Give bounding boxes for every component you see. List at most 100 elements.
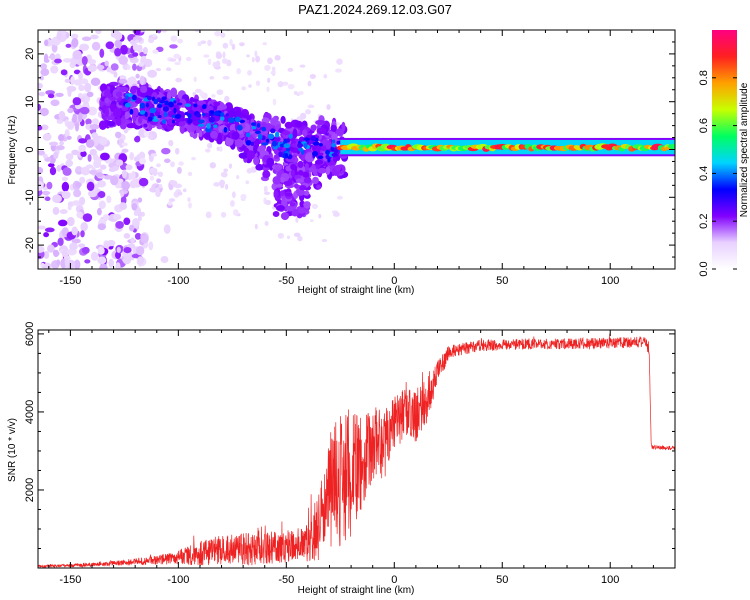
snr-frame — [37, 329, 676, 569]
spectrogram-cell — [222, 75, 230, 80]
spectrogram-cell — [93, 159, 102, 169]
snr-y-ticks: 2000 4000 6000 — [24, 322, 675, 549]
spectrogram-x-tick-label: 100 — [601, 275, 619, 287]
spectrogram-cell — [145, 102, 150, 108]
spectrogram-cell — [97, 223, 106, 231]
spectrogram-cell — [163, 158, 171, 164]
spectrogram-cell — [137, 256, 144, 265]
spectrogram-cell — [144, 111, 148, 117]
spectrogram-cell — [186, 118, 193, 124]
spectrogram-cell — [152, 170, 158, 177]
spectrogram-cell — [97, 256, 107, 265]
spectrogram-cell — [53, 151, 59, 160]
spectrogram-cell — [78, 112, 83, 123]
spectrogram-cell — [98, 200, 106, 210]
spectrogram-cell — [228, 117, 235, 123]
spectrogram-cell — [273, 149, 280, 155]
spectrogram-cell — [315, 119, 326, 126]
spectrogram-cell — [231, 43, 236, 51]
spectrogram-cell — [157, 114, 162, 119]
spectrogram-cell — [106, 66, 112, 73]
spectrogram-cell — [38, 82, 43, 89]
spectrogram-cell — [240, 193, 247, 200]
spectrogram-cell — [61, 181, 70, 192]
spectrogram-cell — [224, 95, 230, 103]
spectrogram-cell — [71, 33, 79, 40]
spectrogram-cell — [106, 195, 112, 204]
spectrogram-cell — [147, 134, 154, 140]
spectrogram-cell — [168, 101, 174, 108]
spectrogram-cell — [330, 124, 337, 132]
spectrogram-cell — [277, 81, 284, 88]
spectrogram-cell — [173, 107, 177, 114]
spectrogram-cell — [201, 112, 206, 117]
spectrogram-cell — [99, 263, 108, 269]
spectrogram-cell — [135, 73, 140, 79]
spectrogram-cell — [132, 43, 139, 52]
snr-y-tick-label: 2000 — [24, 478, 36, 502]
spectrogram-cell — [304, 162, 309, 171]
spectrogram-cell — [303, 190, 310, 196]
spectrogram-cell — [161, 147, 171, 155]
spectrogram-cell — [91, 132, 98, 139]
spectrogram-cell — [245, 140, 252, 146]
spectrogram-cell — [175, 77, 183, 83]
spectrogram-cell — [221, 58, 228, 64]
spectrogram-cell — [61, 249, 69, 258]
spectrogram-cell — [104, 97, 110, 104]
spectrogram-cell — [112, 214, 122, 220]
spectrogram-cell — [128, 224, 135, 232]
spectrogram-cell — [38, 125, 43, 131]
spectrogram-cell — [298, 90, 304, 96]
spectrogram-cell — [87, 154, 92, 162]
spectrogram-cell — [38, 225, 46, 230]
spectrogram-cell — [284, 152, 289, 159]
spectrogram-y-ticks: -20 -10 0 10 20 — [24, 29, 675, 270]
spectrogram-cell — [215, 53, 223, 59]
spectrogram-cell — [105, 41, 115, 50]
spectrogram-cell — [264, 221, 269, 226]
spectrogram-cell — [150, 167, 155, 172]
spectrogram-cell — [278, 151, 283, 158]
spectrogram-cell — [295, 217, 299, 223]
spectrogram-cell — [150, 153, 158, 157]
snr-x-tick-label: 0 — [391, 574, 397, 586]
spectrogram-cell — [42, 133, 52, 141]
spectrogram-cell — [165, 67, 172, 72]
spectrogram-x-tick-label: 50 — [496, 275, 508, 287]
spectrogram-cell — [261, 142, 269, 146]
spectrogram-cell — [219, 146, 223, 152]
spectrogram-cell — [127, 77, 132, 88]
spectrogram-cell — [297, 169, 304, 176]
spectrogram-cell — [134, 232, 142, 240]
spectrogram-cell — [299, 112, 307, 120]
spectrogram-cell — [57, 237, 64, 246]
spectrogram-cell — [246, 150, 256, 160]
spectrogram-cell — [206, 122, 211, 129]
spectrogram-cell — [125, 95, 129, 100]
spectrogram-cell — [149, 107, 157, 114]
spectrogram-cell — [198, 130, 203, 138]
spectrogram-cell — [264, 64, 271, 71]
spectrogram-cell — [99, 48, 105, 58]
spectrogram-cell — [160, 256, 169, 263]
spectrogram-cell — [173, 100, 177, 104]
spectrogram-cell — [136, 207, 142, 215]
spectrogram-cell — [124, 102, 132, 108]
spectrogram-cell — [209, 75, 215, 80]
spectrogram-cell — [79, 43, 90, 51]
spectrogram-cell — [86, 181, 95, 191]
colorbar-tick-label: 0.4 — [698, 166, 710, 181]
spectrogram-cell — [86, 91, 94, 98]
spectrogram-cell — [140, 85, 148, 94]
spectrogram-cell — [248, 84, 252, 88]
spectrogram-cell — [129, 152, 135, 161]
spectrogram-cell — [155, 187, 160, 193]
spectrogram-cell — [209, 162, 216, 169]
spectrogram-cell — [336, 140, 342, 145]
spectrogram-y-tick-label: -20 — [24, 237, 36, 253]
spectrogram-cell — [60, 69, 68, 76]
colorbar-tick-label: 0.2 — [698, 214, 710, 229]
spectrogram-cell — [121, 106, 129, 112]
spectrogram-cell — [58, 110, 66, 120]
